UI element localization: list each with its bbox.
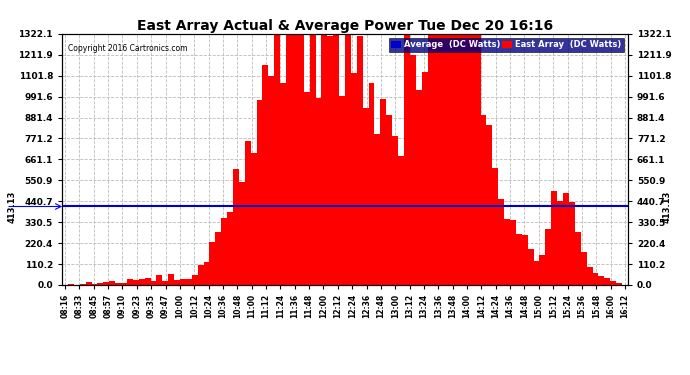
Legend: Average  (DC Watts), East Array  (DC Watts): Average (DC Watts), East Array (DC Watts… — [388, 38, 624, 52]
Bar — [410, 55, 415, 285]
Bar — [221, 219, 227, 285]
Bar — [392, 136, 398, 285]
Bar — [298, 34, 304, 285]
Bar — [192, 275, 197, 285]
Bar — [310, 34, 315, 285]
Bar — [345, 34, 351, 285]
Bar — [445, 34, 451, 285]
Bar — [109, 281, 115, 285]
Bar — [440, 34, 445, 285]
Bar — [386, 116, 392, 285]
Bar — [516, 234, 522, 285]
Bar — [280, 83, 286, 285]
Bar — [227, 212, 233, 285]
Bar — [357, 36, 363, 285]
Bar — [586, 267, 593, 285]
Bar — [551, 191, 557, 285]
Bar — [575, 232, 581, 285]
Bar — [132, 280, 139, 285]
Bar — [168, 274, 174, 285]
Bar — [257, 100, 262, 285]
Bar — [422, 72, 428, 285]
Bar — [563, 192, 569, 285]
Text: Copyright 2016 Cartronics.com: Copyright 2016 Cartronics.com — [68, 44, 187, 53]
Bar — [245, 141, 250, 285]
Bar — [274, 34, 280, 285]
Bar — [262, 64, 268, 285]
Bar — [380, 99, 386, 285]
Bar — [239, 183, 245, 285]
Bar — [174, 280, 180, 285]
Bar — [104, 282, 109, 285]
Bar — [451, 34, 457, 285]
Bar — [115, 283, 121, 285]
Bar — [375, 134, 380, 285]
Bar — [204, 262, 210, 285]
Text: 413.13: 413.13 — [8, 190, 17, 223]
Bar — [233, 169, 239, 285]
Bar — [145, 278, 150, 285]
Bar — [604, 278, 610, 285]
Bar — [197, 265, 204, 285]
Bar — [469, 34, 475, 285]
Title: East Array Actual & Average Power Tue Dec 20 16:16: East Array Actual & Average Power Tue De… — [137, 19, 553, 33]
Bar — [68, 284, 74, 285]
Bar — [162, 280, 168, 285]
Bar — [510, 220, 516, 285]
Bar — [363, 108, 368, 285]
Bar — [80, 284, 86, 285]
Bar — [333, 34, 339, 285]
Bar — [558, 201, 563, 285]
Bar — [433, 34, 440, 285]
Bar — [545, 229, 551, 285]
Bar — [339, 96, 345, 285]
Bar — [286, 34, 292, 285]
Bar — [215, 232, 221, 285]
Bar — [210, 242, 215, 285]
Bar — [522, 235, 528, 285]
Bar — [598, 276, 604, 285]
Bar — [186, 279, 192, 285]
Bar — [121, 282, 127, 285]
Bar — [457, 34, 463, 285]
Bar — [498, 200, 504, 285]
Bar — [304, 92, 310, 285]
Bar — [533, 261, 540, 285]
Bar — [569, 202, 575, 285]
Bar — [180, 279, 186, 285]
Text: 413.13: 413.13 — [662, 190, 671, 223]
Bar — [480, 115, 486, 285]
Bar — [415, 90, 422, 285]
Bar — [540, 255, 545, 285]
Bar — [127, 279, 132, 285]
Bar — [610, 281, 616, 285]
Bar — [86, 282, 92, 285]
Bar — [315, 98, 322, 285]
Bar — [616, 283, 622, 285]
Bar — [157, 275, 162, 285]
Bar — [593, 273, 598, 285]
Bar — [368, 82, 375, 285]
Bar — [475, 34, 480, 285]
Bar — [404, 34, 410, 285]
Bar — [150, 281, 157, 285]
Bar — [504, 219, 510, 285]
Bar — [493, 168, 498, 285]
Bar — [292, 34, 298, 285]
Bar — [398, 156, 404, 285]
Bar — [250, 153, 257, 285]
Bar — [327, 36, 333, 285]
Bar — [486, 125, 493, 285]
Bar — [322, 34, 327, 285]
Bar — [351, 73, 357, 285]
Bar — [463, 34, 469, 285]
Bar — [528, 249, 533, 285]
Bar — [97, 284, 104, 285]
Bar — [428, 34, 433, 285]
Bar — [268, 76, 274, 285]
Bar — [92, 284, 97, 285]
Bar — [139, 279, 145, 285]
Bar — [581, 252, 586, 285]
